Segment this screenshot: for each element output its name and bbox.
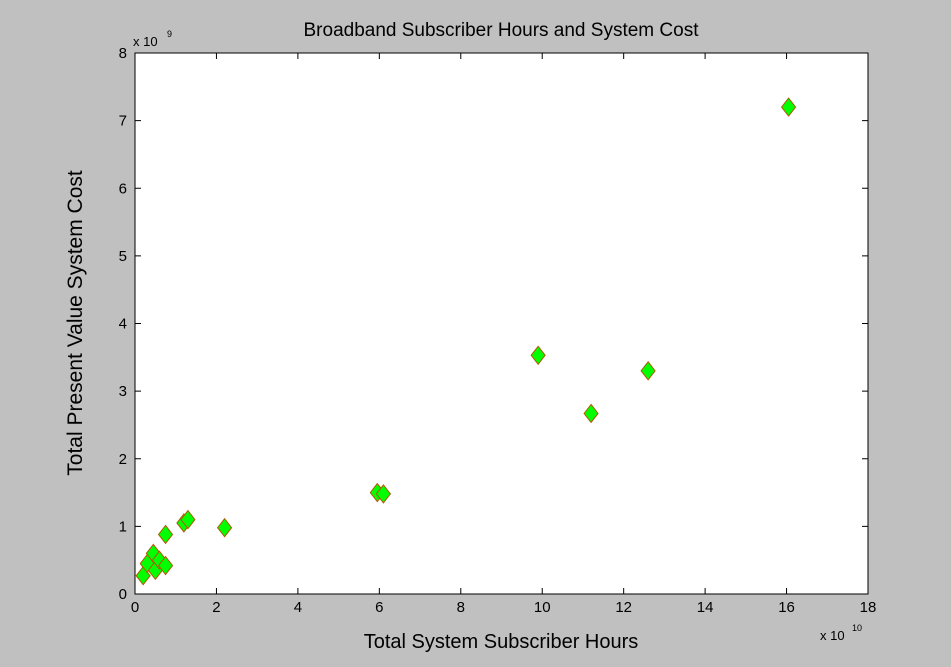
data-point — [640, 361, 656, 381]
data-point — [375, 484, 392, 504]
x-tick-label: 0 — [131, 599, 139, 616]
x-tick-label: 6 — [375, 599, 383, 616]
y-tick-label: 3 — [119, 383, 127, 400]
y-tick-label: 1 — [119, 518, 127, 535]
y-axis-label: Total Present Value System Cost — [64, 170, 87, 476]
data-point — [780, 97, 797, 117]
y-tick-label: 6 — [119, 180, 127, 197]
y-exponent-power: 9 — [167, 29, 172, 39]
chart-title: Broadband Subscriber Hours and System Co… — [304, 20, 700, 41]
x-tick-label: 2 — [212, 599, 220, 616]
y-tick-label: 8 — [119, 45, 127, 62]
x-tick-label: 4 — [294, 599, 302, 616]
data-points — [135, 97, 797, 586]
x-tick-label: 14 — [697, 599, 714, 616]
data-point — [216, 517, 233, 538]
y-tick-label: 7 — [119, 113, 127, 130]
y-tick-label: 2 — [119, 451, 127, 468]
y-exponent-label: x 10 — [133, 34, 158, 49]
y-tick-label: 4 — [119, 316, 127, 333]
x-exponent-power: 10 — [852, 623, 862, 633]
y-tick-label: 5 — [119, 248, 127, 265]
y-tick-label: 0 — [119, 586, 127, 603]
x-tick-label: 12 — [615, 599, 632, 616]
data-point — [157, 555, 174, 576]
y-axis-ticks: 0 1 2 3 4 5 6 7 8 — [119, 45, 868, 603]
data-point — [180, 509, 196, 530]
data-point — [530, 345, 546, 366]
x-exponent-label: x 10 — [820, 628, 845, 643]
x-axis-ticks: 0 2 4 6 8 10 12 14 16 18 — [131, 53, 877, 616]
x-tick-label: 16 — [778, 599, 795, 616]
x-tick-label: 10 — [534, 599, 551, 616]
plot-area — [134, 52, 869, 595]
x-tick-label: 8 — [457, 599, 465, 616]
data-point — [583, 403, 599, 424]
data-point — [157, 524, 174, 545]
x-tick-label: 18 — [860, 599, 877, 616]
x-axis-label: Total System Subscriber Hours — [364, 631, 639, 653]
